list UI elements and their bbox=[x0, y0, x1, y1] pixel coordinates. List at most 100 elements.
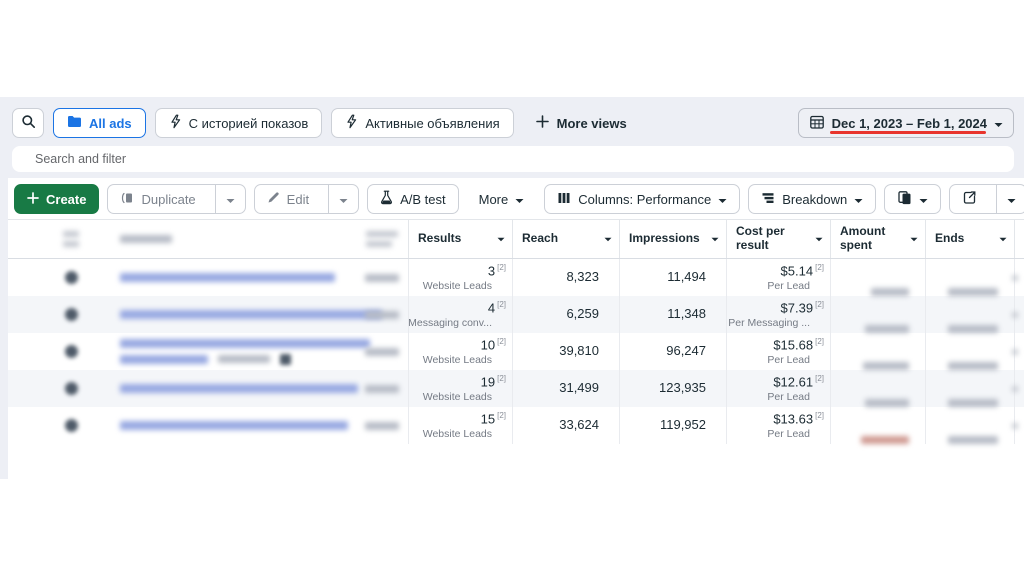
amount-spent-blurred bbox=[830, 370, 925, 407]
chevron-down-icon bbox=[339, 192, 348, 207]
header-next-column-cut bbox=[1014, 220, 1024, 258]
search-and-filter-input[interactable] bbox=[12, 151, 1014, 167]
export-button[interactable] bbox=[950, 185, 989, 213]
plus-icon bbox=[27, 191, 39, 207]
reach-cell: 33,624 bbox=[512, 407, 619, 444]
cost-per-result-cell: $5.14 [2] Per Lead bbox=[726, 259, 830, 296]
cost-per-result-cell: $13.63 [2] Per Lead bbox=[726, 407, 830, 444]
search-and-filter-bar bbox=[12, 146, 1014, 172]
delivery-status-blurred bbox=[356, 407, 408, 444]
table-row[interactable]: 15 [2] Website Leads 33,624 119,952 $13.6… bbox=[8, 407, 1024, 444]
ab-test-button[interactable]: A/B test bbox=[367, 184, 459, 214]
impressions-cell: 123,935 bbox=[619, 370, 726, 407]
duplicate-split-button: Duplicate bbox=[107, 184, 246, 214]
chevron-down-icon bbox=[854, 192, 863, 207]
header-cost-per-result[interactable]: Cost per result bbox=[726, 220, 830, 258]
row-checkbox[interactable] bbox=[8, 259, 48, 296]
plus-icon bbox=[535, 115, 549, 131]
chevron-down-icon bbox=[711, 232, 719, 246]
impressions-cell: 11,348 bbox=[619, 296, 726, 333]
table-row[interactable]: 4 [2] Messaging conv... 6,259 11,348 $7.3… bbox=[8, 296, 1024, 333]
campaign-name-blurred[interactable] bbox=[94, 296, 382, 333]
date-range-label: Dec 1, 2023 – Feb 1, 2024 bbox=[831, 115, 987, 131]
header-impressions[interactable]: Impressions bbox=[619, 220, 726, 258]
delivery-status-blurred bbox=[356, 296, 408, 333]
table-row[interactable]: 10 [2] Website Leads 39,810 96,247 $15.68… bbox=[8, 333, 1024, 370]
results-cell: 3 [2] Website Leads bbox=[408, 259, 512, 296]
delivery-status-blurred bbox=[356, 259, 408, 296]
export-icon bbox=[962, 190, 977, 208]
header-reach[interactable]: Reach bbox=[512, 220, 619, 258]
chevron-down-icon bbox=[815, 232, 823, 246]
campaigns-panel: Create Duplicate Edit bbox=[8, 178, 1024, 479]
header-results[interactable]: Results bbox=[408, 220, 512, 258]
row-toggle-blurred[interactable] bbox=[48, 370, 94, 407]
campaign-name-blurred[interactable] bbox=[94, 259, 356, 296]
columns-button[interactable]: Columns: Performance bbox=[544, 184, 741, 214]
row-toggle-blurred[interactable] bbox=[48, 259, 94, 296]
results-cell: 15 [2] Website Leads bbox=[408, 407, 512, 444]
more-button[interactable]: More bbox=[466, 184, 537, 214]
row-toggle-blurred[interactable] bbox=[48, 407, 94, 444]
table-row[interactable]: 19 [2] Website Leads 31,499 123,935 $12.6… bbox=[8, 370, 1024, 407]
more-label: More bbox=[478, 191, 509, 207]
filter-all-ads[interactable]: All ads bbox=[53, 108, 146, 138]
columns-icon bbox=[557, 191, 571, 208]
chevron-down-icon bbox=[226, 192, 235, 207]
campaign-name-blurred[interactable] bbox=[94, 333, 370, 370]
row-checkbox[interactable] bbox=[8, 370, 48, 407]
search-button[interactable] bbox=[12, 108, 44, 138]
edit-dropdown[interactable] bbox=[328, 185, 358, 213]
impressions-cell: 11,494 bbox=[619, 259, 726, 296]
filter-saved-view-1-label: С историей показов bbox=[188, 115, 309, 131]
delivery-status-blurred bbox=[356, 333, 408, 370]
create-label: Create bbox=[46, 191, 87, 207]
row-toggle-blurred[interactable] bbox=[48, 296, 94, 333]
ends-blurred bbox=[925, 259, 1014, 296]
date-range-underline-annotation bbox=[829, 131, 986, 134]
edit-button[interactable]: Edit bbox=[255, 185, 321, 213]
bolt-icon bbox=[345, 114, 358, 132]
delivery-status-blurred bbox=[356, 370, 408, 407]
more-views-label: More views bbox=[556, 115, 627, 131]
chevron-down-icon bbox=[718, 192, 727, 207]
chevron-down-icon bbox=[919, 192, 928, 207]
row-checkbox[interactable] bbox=[8, 407, 48, 444]
header-amount-spent[interactable]: Amount spent bbox=[830, 220, 925, 258]
header-toggle-column bbox=[48, 220, 94, 258]
chevron-down-icon bbox=[1007, 192, 1016, 207]
create-button[interactable]: Create bbox=[14, 184, 100, 214]
impressions-cell: 119,952 bbox=[619, 407, 726, 444]
campaign-name-blurred[interactable] bbox=[94, 370, 358, 407]
duplicate-dropdown[interactable] bbox=[214, 185, 245, 213]
filter-saved-view-2[interactable]: Активные объявления bbox=[331, 108, 514, 138]
next-column-cut bbox=[1012, 296, 1024, 333]
reports-button[interactable] bbox=[884, 184, 942, 214]
pencil-icon bbox=[267, 191, 280, 207]
calendar-icon bbox=[809, 114, 825, 133]
results-cell: 10 [2] Website Leads bbox=[408, 333, 512, 370]
row-checkbox[interactable] bbox=[8, 333, 48, 370]
reach-cell: 6,259 bbox=[512, 296, 619, 333]
table-row[interactable]: 3 [2] Website Leads 8,323 11,494 $5.14 [2]… bbox=[8, 259, 1024, 296]
ends-blurred bbox=[925, 333, 1014, 370]
header-campaign-column[interactable] bbox=[94, 220, 356, 258]
edit-split-button: Edit bbox=[253, 184, 360, 214]
filter-saved-view-1[interactable]: С историей показов bbox=[154, 108, 323, 138]
more-views-button[interactable]: More views bbox=[523, 108, 640, 138]
row-checkbox[interactable] bbox=[8, 296, 48, 333]
header-checkbox-column[interactable] bbox=[8, 220, 48, 258]
actions-toolbar: Create Duplicate Edit bbox=[8, 178, 1024, 219]
row-toggle-blurred[interactable] bbox=[48, 333, 94, 370]
duplicate-button[interactable]: Duplicate bbox=[108, 185, 207, 213]
campaign-name-blurred[interactable] bbox=[94, 407, 356, 444]
header-ends[interactable]: Ends bbox=[925, 220, 1014, 258]
breakdown-button[interactable]: Breakdown bbox=[748, 184, 877, 214]
reach-cell: 31,499 bbox=[512, 370, 619, 407]
breakdown-label: Breakdown bbox=[782, 191, 848, 207]
date-range-button[interactable]: Dec 1, 2023 – Feb 1, 2024 bbox=[797, 108, 1014, 138]
export-dropdown[interactable] bbox=[996, 185, 1024, 213]
next-column-cut bbox=[1012, 259, 1024, 296]
header-delivery-column[interactable] bbox=[356, 220, 408, 258]
